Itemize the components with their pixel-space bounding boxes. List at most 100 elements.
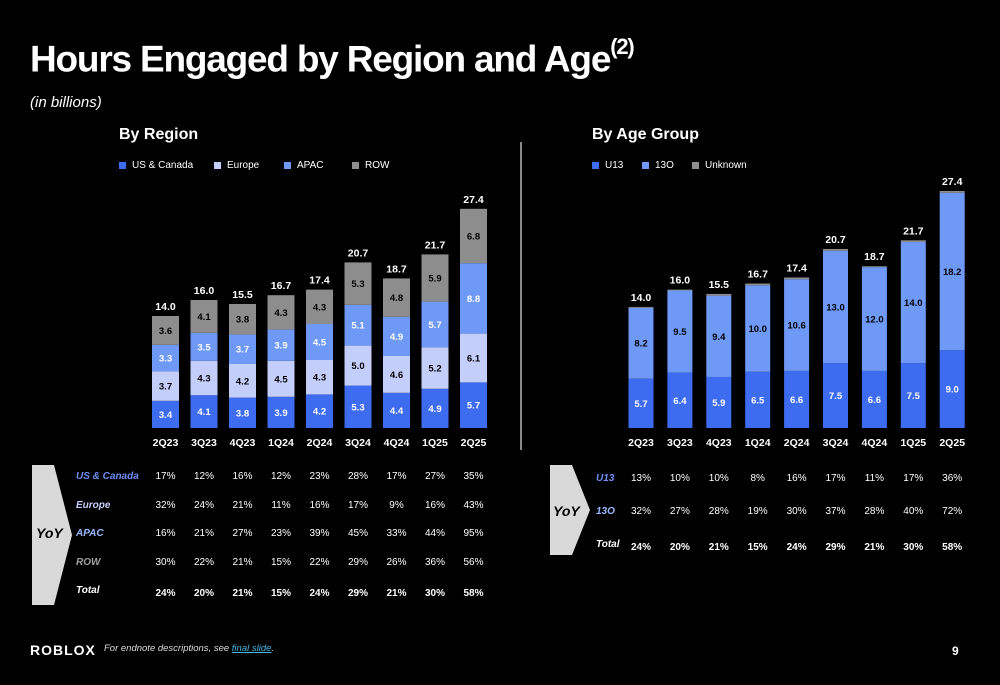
data-label: 4.1 — [197, 407, 211, 418]
legend-swatch — [642, 162, 649, 169]
data-label: 3.9 — [274, 408, 287, 419]
bar-segment-13o — [667, 290, 693, 373]
bar-segment-u13 — [823, 363, 848, 428]
bar-segment-europe — [190, 360, 218, 396]
x-tick-label: 1Q25 — [422, 437, 448, 449]
data-label: 4.2 — [236, 376, 249, 387]
bar-segment-unknown — [784, 277, 810, 280]
bar-segment-unknown — [628, 306, 654, 308]
data-label: 6.4 — [673, 396, 687, 407]
yoy-cell: 27% — [669, 506, 690, 517]
roblox-logo: ROBLOX — [30, 642, 96, 658]
yoy-cell: 23% — [309, 471, 330, 482]
x-tick-label: 4Q23 — [230, 437, 256, 449]
total-label: 21.7 — [425, 239, 446, 251]
x-tick-label: 4Q24 — [384, 437, 410, 449]
yoy-cell: 15% — [270, 588, 291, 599]
yoy-row-label: Europe — [76, 499, 111, 511]
bar-segment-unknown — [823, 248, 848, 251]
yoy-row-label: U13 — [596, 473, 615, 484]
x-tick-label: 1Q24 — [268, 437, 294, 449]
legend-item-u13: U13 — [592, 160, 642, 171]
yoy-cell: 13% — [630, 473, 651, 484]
yoy-cell: 21% — [386, 588, 407, 599]
yoy-cell: 36% — [942, 473, 963, 484]
bar-segment-row — [229, 304, 256, 335]
data-label: 4.2 — [313, 407, 326, 418]
total-label: 15.5 — [709, 279, 730, 291]
yoy-cell: 8% — [750, 473, 765, 484]
yoy-cell: 37% — [825, 506, 846, 517]
age-yoy-chevron — [550, 465, 590, 555]
data-label: 8.2 — [634, 339, 647, 350]
yoy-cell: 22% — [309, 556, 330, 568]
bar-segment-us-canada — [306, 394, 333, 428]
yoy-cell: 28% — [864, 506, 885, 517]
total-label: 17.4 — [786, 262, 807, 274]
yoy-row-label: US & Canada — [76, 471, 139, 482]
yoy-cell: 21% — [232, 556, 253, 568]
yoy-row-label: Total — [596, 539, 620, 550]
data-label: 5.7 — [467, 401, 480, 412]
total-label: 27.4 — [942, 176, 963, 188]
x-tick-label: 2Q25 — [461, 437, 487, 449]
yoy-cell: 56% — [463, 556, 484, 568]
total-label: 14.0 — [631, 292, 652, 304]
data-label: 5.0 — [351, 361, 364, 372]
bar-segment-u13 — [667, 372, 693, 428]
bar-segment-13o — [939, 192, 965, 351]
total-label: 16.7 — [747, 269, 768, 281]
yoy-cell: 20% — [669, 542, 690, 553]
data-label: 3.5 — [197, 342, 211, 353]
bar-segment-europe — [152, 371, 179, 401]
yoy-cell: 58% — [463, 588, 484, 599]
bar-segment-apac — [190, 332, 218, 361]
yoy-cell: 21% — [708, 542, 729, 553]
yoy-cell: 23% — [270, 528, 291, 539]
yoy-row-label: APAC — [76, 528, 104, 539]
data-label: 5.3 — [351, 402, 364, 413]
data-label: 4.3 — [313, 302, 326, 313]
age-stacked-bar-chart: 5.7 8.2 14.0 2Q23 6.4 9.5 16.0 3Q23 5.9 9.4 15.5 4Q… — [628, 176, 965, 449]
page-number: 9 — [952, 644, 959, 658]
bar-segment-unknown — [939, 190, 965, 193]
yoy-cell: 21% — [232, 588, 253, 599]
bar-segment-europe — [421, 347, 449, 389]
bar-segment-13o — [823, 250, 848, 364]
bar-segment-europe — [460, 333, 487, 383]
x-tick-label: 3Q23 — [667, 437, 693, 449]
data-label: 6.6 — [868, 395, 881, 406]
x-tick-label: 2Q23 — [153, 437, 179, 449]
bar-segment-u13 — [706, 376, 732, 428]
yoy-cell: 21% — [232, 499, 253, 511]
chevron-shape — [550, 465, 590, 555]
yoy-cell: 24% — [155, 588, 176, 599]
data-label: 5.9 — [712, 398, 725, 409]
legend-swatch — [692, 162, 699, 169]
x-tick-label: 1Q25 — [900, 437, 926, 449]
yoy-cell: 33% — [386, 528, 407, 539]
yoy-cell: 72% — [942, 506, 963, 517]
x-tick-label: 3Q24 — [345, 437, 371, 449]
bar-segment-u13 — [628, 378, 654, 428]
yoy-cell: 29% — [825, 542, 846, 553]
final-slide-link[interactable]: final slide — [231, 643, 272, 654]
yoy-cell: 17% — [347, 499, 368, 511]
data-label: 12.0 — [865, 315, 884, 326]
bar-segment-europe — [344, 345, 372, 386]
yoy-cell: 27% — [232, 528, 253, 539]
data-label: 5.2 — [428, 364, 441, 375]
bar-segment-13o — [628, 307, 654, 379]
data-label: 3.7 — [159, 382, 172, 393]
data-label: 6.8 — [467, 232, 480, 243]
endnote-text: For endnote descriptions, see final slid… — [104, 643, 275, 654]
bar-segment-row — [306, 289, 333, 324]
bar-segment-us-canada — [344, 385, 372, 428]
x-tick-label: 3Q23 — [191, 437, 217, 449]
yoy-cell: 15% — [270, 556, 291, 568]
age-yoy-label: YoY — [553, 503, 580, 519]
yoy-cell: 30% — [786, 506, 807, 517]
legend-swatch — [214, 162, 221, 169]
yoy-cell: 17% — [903, 473, 924, 484]
yoy-row-label: 13O — [596, 506, 615, 517]
